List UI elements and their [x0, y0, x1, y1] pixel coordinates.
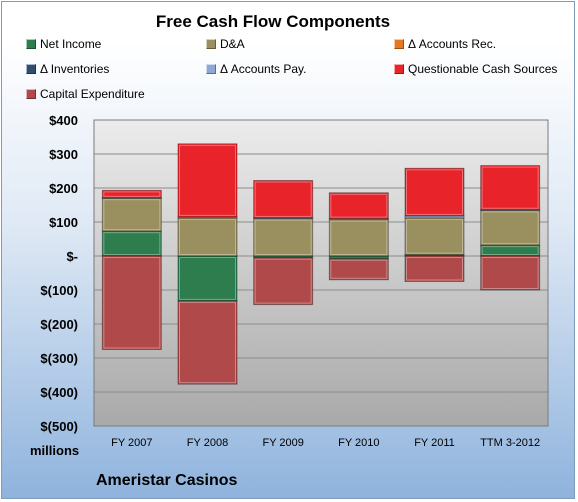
- x-tick-label: FY 2011: [414, 437, 455, 449]
- bar-segment: [101, 197, 162, 232]
- plot-background: [94, 120, 548, 426]
- legend-label: Δ Accounts Rec.: [408, 37, 497, 51]
- x-tick-label: TTM 3-2012: [480, 437, 540, 449]
- bar-segment: [328, 218, 389, 221]
- bar-highlight: [254, 258, 312, 304]
- legend-item: Δ Accounts Rec.: [394, 37, 496, 51]
- bar-highlight: [178, 218, 237, 255]
- bar-segment: [480, 209, 541, 246]
- legend-swatch: [394, 39, 404, 49]
- bar-highlight: [254, 181, 312, 217]
- bar-segment: [480, 255, 541, 291]
- y-tick-label: $(100): [40, 283, 78, 298]
- bar-segment: [328, 258, 389, 281]
- bar-highlight: [481, 211, 539, 245]
- y-tick-label: $300: [49, 147, 78, 162]
- legend-swatch: [206, 39, 216, 49]
- bar-segment: [328, 192, 389, 220]
- y-tick-label: $200: [49, 181, 78, 196]
- bar-segment: [404, 255, 465, 282]
- bar-highlight: [330, 220, 388, 255]
- bar-segment: [177, 255, 238, 302]
- x-tick-label: FY 2010: [338, 437, 379, 449]
- legend-item: Questionable Cash Sources: [394, 62, 557, 76]
- bar-segment: [253, 180, 314, 219]
- legend-label: Δ Accounts Pay.: [220, 62, 307, 76]
- chart-title: Free Cash Flow Components: [155, 12, 391, 31]
- bar-segment: [328, 219, 389, 257]
- bar-highlight: [481, 257, 539, 289]
- legend-swatch: [394, 64, 404, 74]
- legend-item: Δ Accounts Pay.: [206, 62, 307, 76]
- legend-swatch: [26, 89, 36, 99]
- plot-border: [93, 119, 549, 427]
- bar-segment: [101, 230, 162, 257]
- bar-segment: [101, 255, 162, 350]
- legend-label: Capital Expenditure: [40, 87, 145, 101]
- legend-swatch: [26, 39, 36, 49]
- bar-segment: [404, 217, 465, 256]
- legend-item: Net Income: [26, 37, 101, 51]
- legend-swatch: [206, 64, 216, 74]
- x-tick-label: FY 2008: [187, 437, 228, 449]
- y-tick-label: $(400): [40, 385, 78, 400]
- y-tick-label: $400: [49, 113, 78, 128]
- legend-label: Questionable Cash Sources: [408, 62, 558, 76]
- bar-highlight: [103, 191, 161, 197]
- legend-item: Capital Expenditure: [26, 87, 145, 101]
- legend-label: Net Income: [40, 37, 102, 51]
- bar-highlight: [103, 257, 161, 349]
- bar-segment: [480, 165, 541, 211]
- legend-item: Δ Inventories: [26, 62, 109, 76]
- bar-highlight: [405, 169, 464, 215]
- legend-swatch: [26, 64, 36, 74]
- bar-highlight: [178, 144, 237, 216]
- bar-segment: [177, 300, 238, 385]
- bar-segment: [253, 218, 314, 257]
- bar-highlight: [103, 199, 161, 231]
- bar-highlight: [178, 257, 237, 300]
- bar-highlight: [330, 193, 388, 218]
- legend-item: D&A: [206, 37, 245, 51]
- bar-highlight: [481, 166, 539, 209]
- x-tick-label: FY 2009: [262, 437, 303, 449]
- bar-highlight: [178, 301, 237, 384]
- legend-label: D&A: [220, 37, 245, 51]
- bar-highlight: [405, 218, 464, 254]
- bar-segment: [177, 217, 238, 257]
- bar-highlight: [330, 259, 388, 279]
- y-tick-label: $-: [66, 249, 78, 264]
- company-name: Ameristar Casinos: [96, 472, 238, 489]
- bar-segment: [253, 257, 314, 306]
- bar-highlight: [405, 257, 464, 281]
- bar-segment: [177, 143, 238, 218]
- bar-segment: [404, 167, 465, 217]
- legend-label: Δ Inventories: [40, 62, 110, 76]
- y-tick-label: $(200): [40, 317, 78, 332]
- bar-segment: [101, 189, 162, 199]
- y-tick-label: $100: [49, 215, 78, 230]
- bar-highlight: [103, 232, 161, 255]
- y-tick-label: $(300): [40, 351, 78, 366]
- bar-highlight: [481, 246, 539, 255]
- bar-highlight: [254, 219, 312, 256]
- x-tick-label: FY 2007: [111, 437, 152, 449]
- y-tick-label: $(500): [40, 419, 78, 434]
- units-label: millions: [30, 443, 80, 458]
